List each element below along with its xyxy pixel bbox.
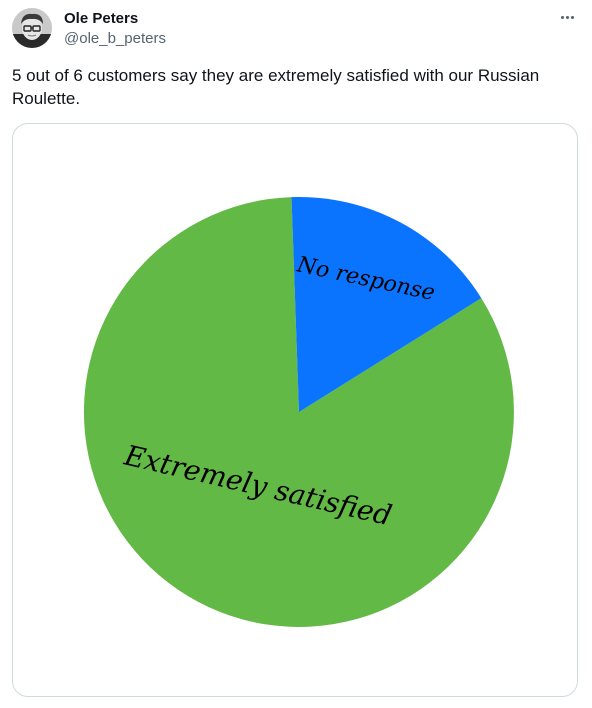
pie-slice-extremely-satisfied [83, 197, 514, 627]
author-info: Ole Peters @ole_b_peters [64, 9, 166, 49]
user-handle[interactable]: @ole_b_peters [64, 30, 166, 47]
tweet-text: 5 out of 6 customers say they are extrem… [12, 66, 540, 108]
more-icon-dot [565, 15, 569, 19]
avatar[interactable] [12, 8, 52, 48]
display-name[interactable]: Ole Peters [64, 10, 139, 27]
more-options-button[interactable] [556, 8, 578, 26]
more-icon-dot [570, 15, 574, 19]
tweet-media-image[interactable]: No response Extremely satisfied [12, 123, 578, 697]
profile-photo-icon [12, 8, 52, 48]
more-horizontal-icon [560, 15, 564, 19]
pie-slice-no-response [291, 196, 482, 412]
pie-chart: No response Extremely satisfied [83, 196, 514, 627]
